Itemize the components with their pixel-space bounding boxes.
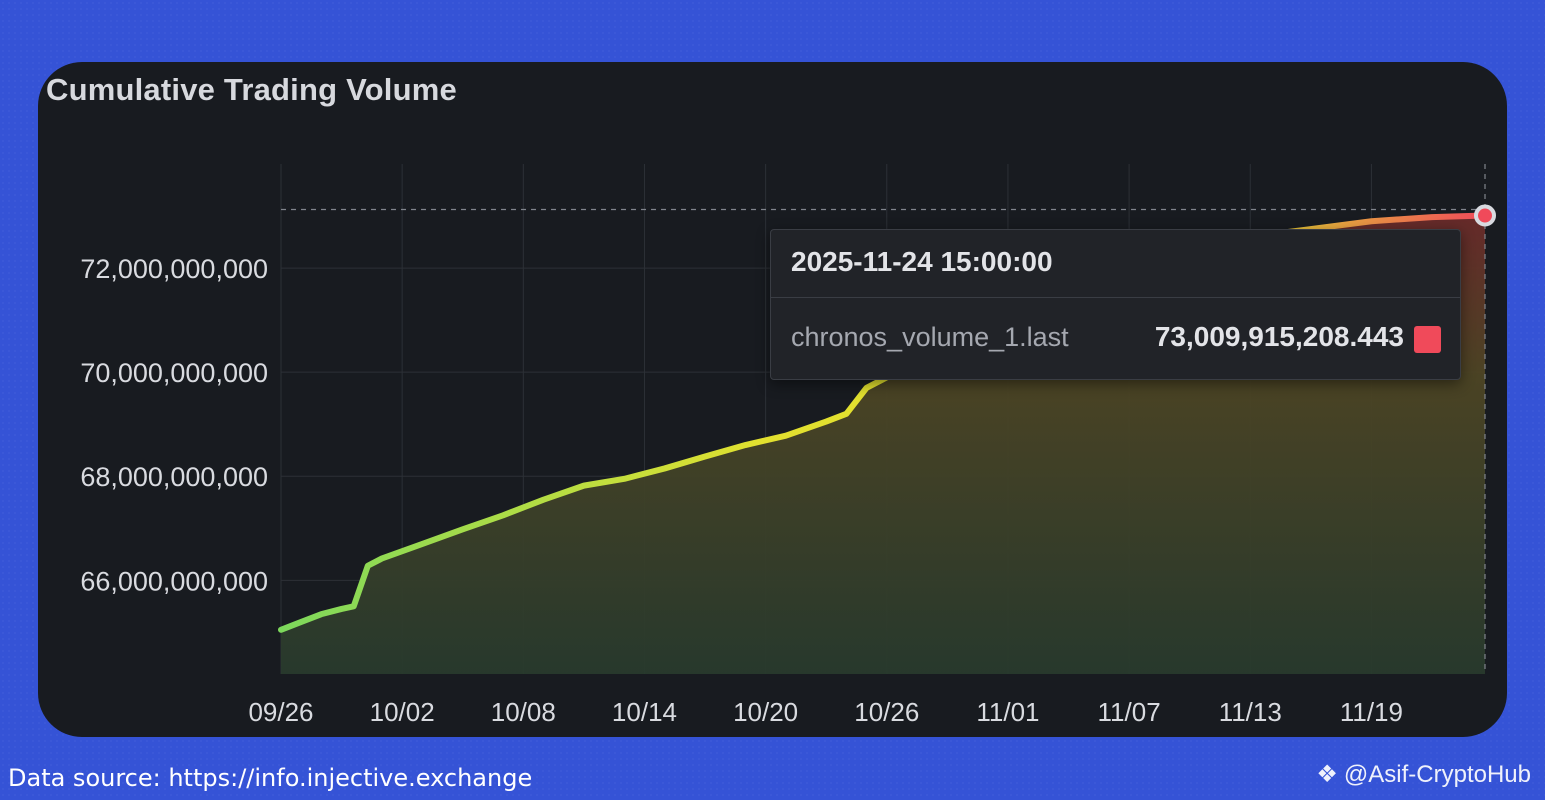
chart-title: Cumulative Trading Volume [46,72,457,107]
tooltip-divider [771,297,1460,298]
x-tick-label: 11/07 [1098,697,1161,727]
y-tick-label: 66,000,000,000 [80,566,268,596]
hover-point [1474,204,1496,227]
x-tick-label: 11/19 [1340,697,1403,727]
x-tick-label: 09/26 [248,697,313,727]
watermark-text: @Asif-CryptoHub [1343,760,1531,788]
binance-diamond-icon: ❖ [1316,761,1338,788]
y-tick-label: 72,000,000,000 [80,254,268,284]
x-tick-label: 10/20 [733,697,798,727]
chart-card: 09/26 10/02 10/08 10/14 10/20 10/26 11/01 11/07… [38,62,1507,737]
watermark: ❖ @Asif-CryptoHub [1316,760,1531,789]
y-tick-label: 70,000,000,000 [80,358,268,388]
y-tick-label: 68,000,000,000 [80,462,268,492]
x-tick-label: 10/08 [491,697,556,727]
tooltip-series-name: chronos_volume_1.last [791,322,1069,352]
x-tick-label: 10/14 [612,697,677,727]
tooltip-value: 73,009,915,208.443 [1154,321,1404,352]
x-tick-label: 11/01 [976,697,1039,727]
tooltip-time: 2025-11-24 15:00:00 [791,246,1053,277]
data-source-caption: Data source: https://info.injective.exch… [8,764,533,792]
tooltip-series-swatch [1414,326,1441,353]
x-tick-label: 11/13 [1219,697,1282,727]
volume-chart: 09/26 10/02 10/08 10/14 10/20 10/26 11/01 11/07… [80,164,1496,727]
x-tick-label: 10/02 [370,697,435,727]
x-tick-label: 10/26 [854,697,919,727]
chart-tooltip: 2025-11-24 15:00:00 chronos_volume_1.las… [770,229,1461,380]
